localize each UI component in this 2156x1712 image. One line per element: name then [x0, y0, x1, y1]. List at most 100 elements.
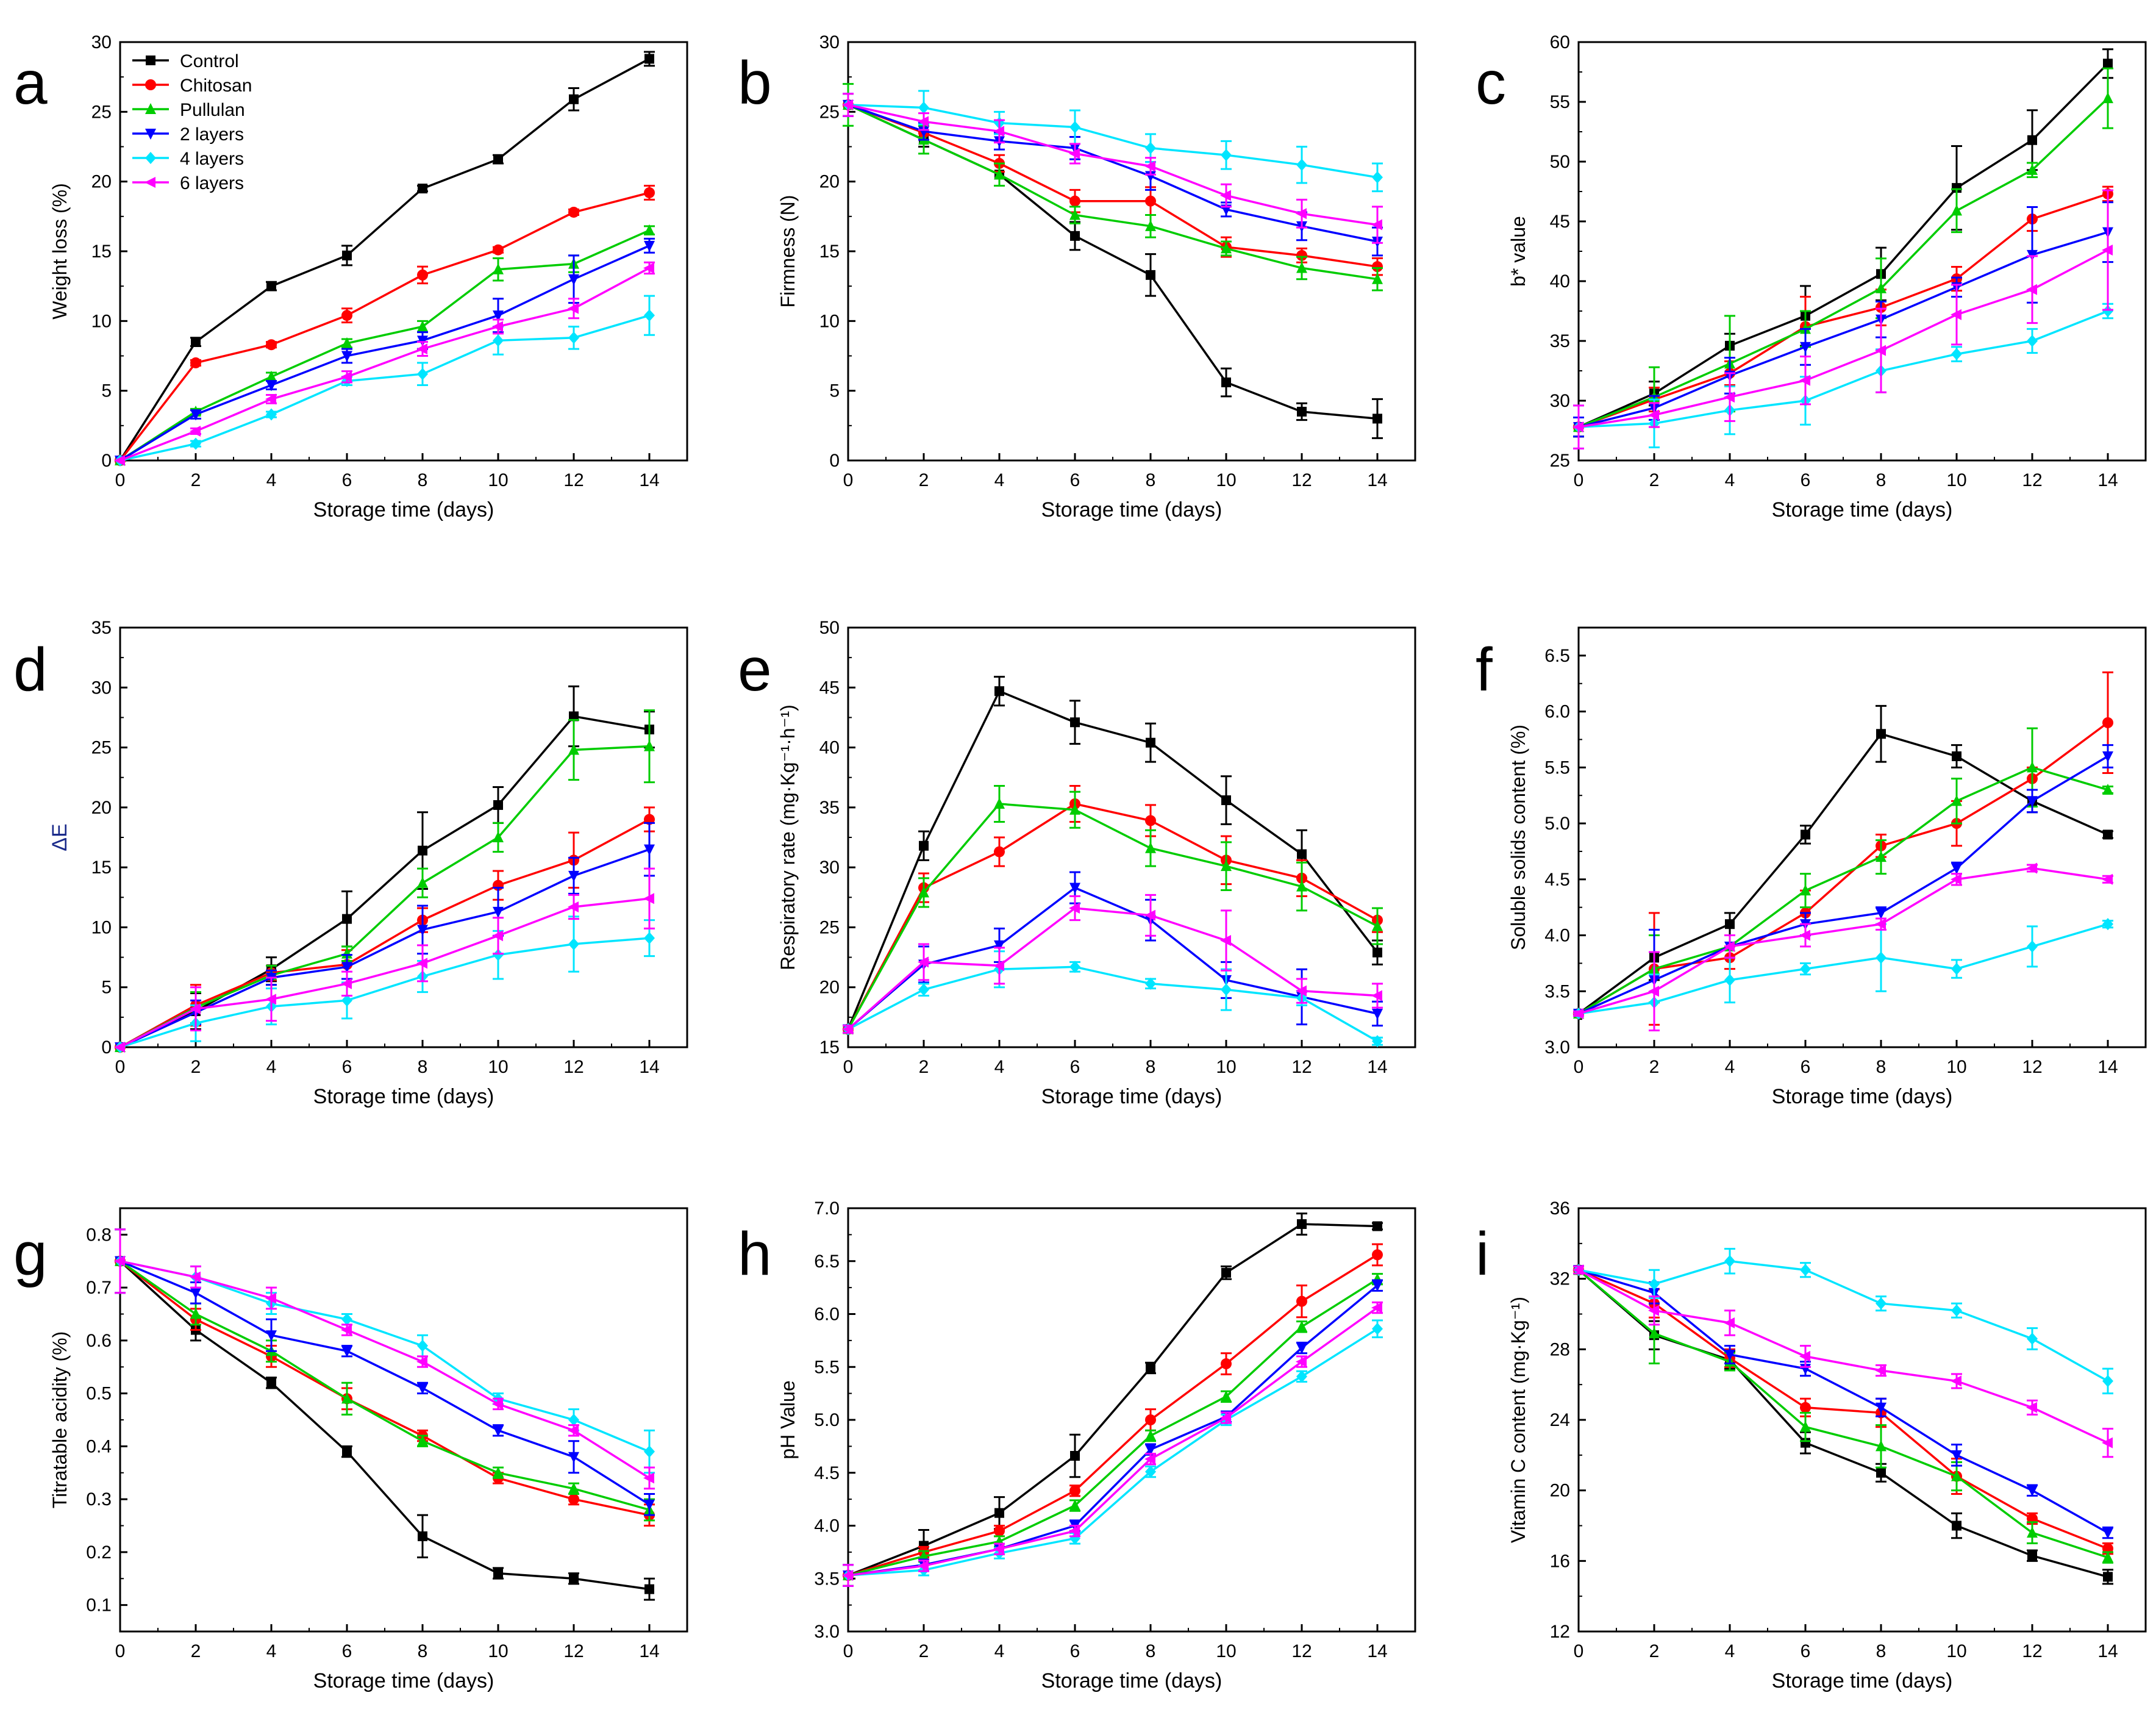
- series-line: [847, 689, 1379, 1030]
- data-point: [1146, 1363, 1155, 1373]
- data-point: [993, 126, 1004, 137]
- data-point: [1070, 231, 1080, 241]
- data-point: [2102, 305, 2113, 317]
- data-point: [2102, 1437, 2113, 1449]
- data-point: [1724, 973, 1735, 986]
- series-line: [120, 848, 650, 1048]
- y-tick-label: 50: [819, 618, 840, 638]
- data-point: [1144, 909, 1155, 921]
- series-line: [120, 1260, 650, 1506]
- data-point: [1876, 1467, 1886, 1478]
- data-point: [493, 154, 503, 165]
- data-point: [1799, 1350, 1810, 1362]
- y-tick-label: 5: [101, 978, 112, 998]
- x-axis-label: Storage time (days): [1041, 498, 1223, 521]
- y-tick-label: 3.0: [1544, 1037, 1570, 1058]
- legend-label: 2 layers: [180, 124, 244, 145]
- data-point: [1371, 990, 1382, 1001]
- x-tick-label: 12: [1291, 470, 1312, 490]
- y-tick-label: 5.0: [1544, 814, 1570, 834]
- panel-d: d 0 2 4 6 8 10 12 14 0 5 10 15 20 25 30 35 Storage time (…: [13, 618, 688, 1108]
- data-point: [1145, 815, 1156, 826]
- y-tick-label: 3.5: [1544, 981, 1570, 1001]
- data-point: [341, 1392, 352, 1404]
- data-point: [190, 437, 201, 450]
- x-tick-label: 2: [1649, 1057, 1660, 1077]
- y-tick-label: 0.8: [86, 1225, 112, 1245]
- data-point: [919, 840, 929, 851]
- data-point: [342, 1447, 352, 1457]
- data-point: [266, 281, 276, 292]
- data-point: [1372, 1035, 1383, 1048]
- series-line: [120, 937, 650, 1048]
- data-point: [568, 743, 579, 755]
- x-tick-label: 14: [639, 470, 659, 490]
- legend-label: 6 layers: [180, 173, 244, 193]
- data-point: [569, 94, 579, 104]
- data-point: [994, 168, 1005, 180]
- data-point: [341, 947, 352, 959]
- y-tick-label: 3.5: [814, 1569, 840, 1589]
- y-tick-label: 40: [1550, 271, 1570, 292]
- series-line: [1578, 1269, 2108, 1534]
- y-tick-label: 4.0: [1544, 926, 1570, 946]
- data-point: [918, 101, 929, 114]
- data-point: [265, 393, 276, 405]
- y-tick-label: 0.4: [86, 1436, 112, 1456]
- data-point: [341, 371, 352, 382]
- data-point: [2027, 796, 2038, 808]
- x-tick-label: 0: [115, 1057, 126, 1077]
- data-point: [1875, 1365, 1886, 1377]
- data-point: [2102, 245, 2113, 256]
- x-tick-label: 12: [2022, 1641, 2042, 1661]
- data-point: [1372, 1249, 1383, 1261]
- data-point: [1145, 220, 1156, 231]
- series-6-layers: [114, 1228, 655, 1490]
- data-point: [265, 994, 276, 1005]
- panel-letter: a: [13, 49, 48, 117]
- data-point: [1572, 1264, 1583, 1276]
- data-point: [1070, 717, 1080, 728]
- y-tick-label: 25: [819, 917, 840, 937]
- x-tick-label: 6: [342, 1641, 352, 1661]
- x-tick-label: 0: [1574, 1641, 1584, 1661]
- series-line: [1578, 755, 2108, 1015]
- data-point: [994, 940, 1005, 951]
- series-line: [1577, 732, 2108, 1015]
- x-tick-label: 10: [488, 1641, 508, 1661]
- data-point: [1876, 729, 1886, 739]
- x-tick-label: 10: [488, 1057, 508, 1077]
- data-point: [644, 932, 655, 945]
- data-point: [568, 870, 579, 882]
- data-point: [1951, 1470, 1962, 1481]
- y-tick-label: 40: [819, 738, 840, 758]
- x-tick-label: 12: [563, 1641, 584, 1661]
- series-line: [119, 1260, 650, 1516]
- x-tick-label: 6: [342, 470, 352, 490]
- data-point: [1146, 270, 1155, 280]
- data-point: [2027, 1332, 2038, 1345]
- data-point: [1296, 1343, 1307, 1355]
- data-point: [643, 893, 654, 904]
- data-point: [1951, 1304, 1962, 1317]
- y-axis-label: Titratable acidity (%): [49, 1331, 71, 1508]
- data-point: [1372, 1221, 1382, 1231]
- data-point: [994, 686, 1004, 697]
- x-axis-label: Storage time (days): [1772, 1085, 1953, 1108]
- series-6-layers: [1572, 189, 2113, 449]
- data-point: [190, 1308, 201, 1319]
- data-point: [644, 224, 655, 235]
- y-tick-label: 4.0: [814, 1516, 840, 1536]
- y-tick-label: 20: [819, 978, 840, 998]
- panel-f: f 0 2 4 6 8 10 12 14 3.0 3.5 4.0 4.5 5.0 5.5 6.0 6.5 Stor…: [1476, 626, 2147, 1108]
- panel-letter: c: [1476, 49, 1506, 117]
- x-tick-label: 14: [2097, 1057, 2118, 1077]
- data-point: [2026, 862, 2037, 874]
- data-point: [644, 1584, 654, 1594]
- data-point: [417, 269, 428, 281]
- data-point: [2102, 751, 2113, 762]
- y-axis-label: Soluble solids content (%): [1507, 725, 1529, 950]
- panel-letter: b: [738, 49, 772, 117]
- y-tick-label: 50: [1550, 152, 1570, 172]
